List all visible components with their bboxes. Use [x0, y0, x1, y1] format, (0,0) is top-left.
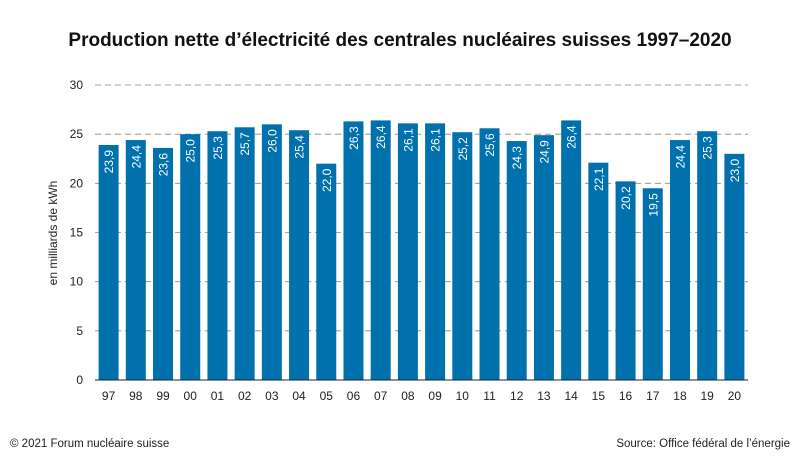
data-label: 24,4 [673, 145, 687, 169]
data-label: 26,1 [429, 128, 443, 152]
x-tick-label: 97 [102, 389, 116, 403]
data-label: 25,3 [701, 136, 715, 160]
bar [343, 121, 364, 380]
x-tick-label: 08 [401, 389, 415, 403]
x-tick-label: 14 [564, 389, 578, 403]
source-note: Source: Office fédéral de l’énergie [616, 438, 790, 450]
grid-lines [95, 84, 748, 332]
bar [561, 120, 582, 381]
data-label: 22,0 [320, 168, 334, 192]
data-label: 26,4 [374, 125, 388, 149]
data-label: 25,4 [293, 135, 307, 159]
y-tick-label: 30 [70, 78, 84, 92]
x-tick-label: 12 [510, 389, 524, 403]
bar [533, 135, 554, 380]
data-label: 25,7 [238, 132, 252, 156]
bars [98, 120, 745, 381]
y-tick-label: 20 [70, 176, 84, 190]
x-tick-label: 15 [592, 389, 606, 403]
data-label: 26,1 [401, 128, 415, 152]
data-label: 24,3 [510, 146, 524, 170]
data-label: 23,0 [728, 159, 742, 183]
bar [724, 153, 745, 380]
bar [588, 162, 609, 380]
data-labels: 23,9 24,4 23,6 25,0 25,3 25,7 26,0 25,4 22,0 26,3… [102, 125, 742, 217]
bar [697, 131, 718, 380]
bar [289, 130, 310, 380]
y-tick-label: 10 [70, 275, 84, 289]
data-label: 20,2 [619, 186, 633, 210]
data-label: 22,1 [592, 167, 606, 191]
x-tick-label: 01 [211, 389, 225, 403]
bar [642, 188, 663, 380]
bar [153, 147, 174, 380]
bar [125, 140, 146, 380]
x-tick-label: 99 [156, 389, 170, 403]
bar [261, 124, 282, 380]
bar [615, 181, 636, 380]
x-tick-label: 16 [619, 389, 633, 403]
data-label: 25,2 [456, 137, 470, 161]
x-tick-label: 18 [673, 389, 687, 403]
bar [425, 123, 446, 380]
bar [316, 163, 337, 380]
bar [207, 131, 228, 380]
chart-title: Production nette d’électricité des centr… [68, 30, 732, 51]
data-label: 25,3 [211, 136, 225, 160]
y-tick-label: 5 [76, 324, 83, 338]
copyright-note: © 2021 Forum nucléaire suisse [10, 438, 170, 450]
y-tick-labels: 0 5 10 15 20 25 30 [70, 78, 84, 387]
bar [180, 134, 201, 380]
x-tick-label: 11 [483, 389, 496, 403]
data-label: 25,0 [184, 139, 198, 163]
bar [370, 120, 391, 381]
x-tick-label: 07 [374, 389, 388, 403]
x-tick-label: 98 [129, 389, 143, 403]
data-label: 26,0 [265, 129, 279, 153]
x-tick-label: 17 [646, 389, 660, 403]
y-tick-label: 0 [76, 373, 83, 387]
x-tick-label: 04 [292, 389, 306, 403]
data-label: 26,3 [347, 126, 361, 150]
bar [397, 123, 418, 380]
x-tick-label: 09 [428, 389, 442, 403]
bar [98, 144, 119, 380]
data-label: 26,4 [565, 125, 579, 149]
x-tick-label: 02 [238, 389, 252, 403]
x-tick-label: 10 [456, 389, 470, 403]
y-tick-label: 25 [70, 127, 84, 141]
bar [669, 140, 690, 380]
x-tick-label: 06 [347, 389, 361, 403]
y-axis-label: en milliards de kWh [46, 181, 60, 286]
data-label: 19,5 [646, 193, 660, 217]
x-tick-label: 03 [265, 389, 279, 403]
x-tick-label: 13 [537, 389, 551, 403]
data-label: 24,9 [537, 140, 551, 164]
x-tick-label: 00 [184, 389, 198, 403]
data-label: 23,9 [102, 150, 116, 174]
y-tick-label: 15 [70, 226, 84, 240]
data-label: 25,6 [483, 133, 497, 157]
x-tick-labels: 97 98 99 00 01 02 03 04 05 06 07 08 09 10 11 12 13 14 15 16… [102, 389, 741, 403]
data-label: 24,4 [129, 145, 143, 169]
x-tick-label: 19 [701, 389, 715, 403]
bar [234, 127, 255, 381]
bar [506, 141, 527, 380]
bar [479, 128, 500, 380]
x-tick-label: 05 [320, 389, 334, 403]
data-label: 23,6 [157, 153, 171, 177]
bar [452, 132, 473, 380]
x-tick-label: 20 [728, 389, 742, 403]
